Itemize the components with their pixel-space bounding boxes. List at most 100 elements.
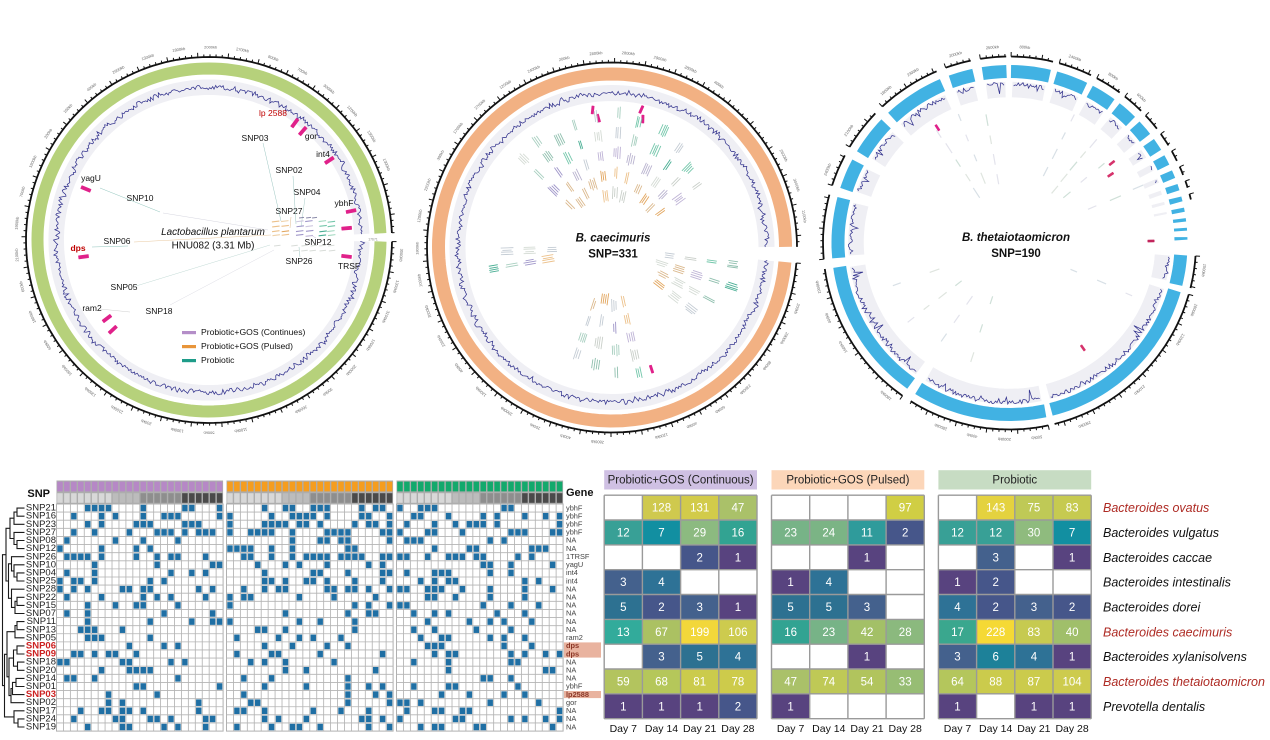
svg-text:59: 59 bbox=[617, 676, 630, 688]
svg-text:Day 14: Day 14 bbox=[979, 723, 1012, 735]
svg-text:800kb: 800kb bbox=[1019, 44, 1031, 50]
svg-text:7: 7 bbox=[1069, 527, 1075, 539]
svg-text:SNP19: SNP19 bbox=[26, 722, 56, 733]
svg-text:Bacteroides intestinalis: Bacteroides intestinalis bbox=[1103, 576, 1231, 590]
svg-text:2000kb: 2000kb bbox=[997, 437, 1011, 442]
svg-text:1: 1 bbox=[620, 701, 626, 713]
svg-text:3: 3 bbox=[1031, 602, 1037, 614]
svg-text:Bacteroides thetaiotaomicron: Bacteroides thetaiotaomicron bbox=[1103, 675, 1265, 689]
svg-text:16: 16 bbox=[784, 627, 797, 639]
svg-text:5: 5 bbox=[620, 602, 626, 614]
svg-text:Day 14: Day 14 bbox=[645, 723, 678, 735]
svg-text:Bacteroides caecimuris: Bacteroides caecimuris bbox=[1103, 625, 1232, 639]
svg-text:B. thetaiotaomicron: B. thetaiotaomicron bbox=[962, 232, 1070, 244]
svg-text:Bacteroides ovatus: Bacteroides ovatus bbox=[1103, 501, 1209, 515]
svg-text:Bacteroides caccae: Bacteroides caccae bbox=[1103, 551, 1212, 565]
svg-text:SNP05: SNP05 bbox=[111, 282, 138, 292]
svg-text:3: 3 bbox=[864, 602, 870, 614]
svg-text:2: 2 bbox=[992, 577, 998, 589]
svg-text:228: 228 bbox=[986, 627, 1005, 639]
svg-text:Day 21: Day 21 bbox=[850, 723, 883, 735]
svg-text:Day 7: Day 7 bbox=[610, 723, 638, 735]
svg-text:dps: dps bbox=[70, 243, 85, 253]
svg-text:Bacteroides vulgatus: Bacteroides vulgatus bbox=[1103, 526, 1219, 540]
svg-text:33: 33 bbox=[899, 676, 912, 688]
svg-text:104: 104 bbox=[1063, 676, 1083, 688]
svg-text:17: 17 bbox=[951, 627, 964, 639]
svg-text:SNP04: SNP04 bbox=[294, 187, 321, 197]
svg-text:1: 1 bbox=[735, 552, 741, 564]
svg-text:3: 3 bbox=[658, 652, 664, 664]
svg-text:199: 199 bbox=[690, 627, 709, 639]
svg-text:12: 12 bbox=[989, 527, 1002, 539]
svg-text:47: 47 bbox=[784, 676, 797, 688]
svg-text:1: 1 bbox=[787, 701, 793, 713]
svg-text:67: 67 bbox=[655, 627, 668, 639]
svg-text:40: 40 bbox=[1066, 627, 1079, 639]
svg-text:54: 54 bbox=[861, 676, 874, 688]
svg-text:1: 1 bbox=[954, 577, 960, 589]
svg-text:Day 7: Day 7 bbox=[944, 723, 972, 735]
svg-text:5: 5 bbox=[696, 652, 702, 664]
svg-text:28: 28 bbox=[899, 627, 912, 639]
svg-text:64: 64 bbox=[951, 676, 964, 688]
svg-text:143: 143 bbox=[986, 503, 1005, 515]
svg-text:3: 3 bbox=[696, 602, 702, 614]
svg-text:83: 83 bbox=[1028, 627, 1041, 639]
svg-text:3: 3 bbox=[620, 577, 626, 589]
svg-text:SNP=331: SNP=331 bbox=[588, 249, 638, 261]
svg-text:3000kb: 3000kb bbox=[398, 248, 404, 262]
svg-text:2: 2 bbox=[658, 602, 664, 614]
svg-text:23: 23 bbox=[822, 627, 835, 639]
svg-text:SNP10: SNP10 bbox=[127, 193, 154, 203]
svg-text:1: 1 bbox=[787, 577, 793, 589]
svg-text:12: 12 bbox=[617, 527, 630, 539]
svg-text:SNP03: SNP03 bbox=[242, 133, 269, 143]
svg-text:Probiotic: Probiotic bbox=[201, 355, 235, 365]
svg-text:87: 87 bbox=[1028, 676, 1041, 688]
svg-text:74: 74 bbox=[822, 676, 835, 688]
svg-text:24: 24 bbox=[822, 527, 835, 539]
svg-text:1: 1 bbox=[658, 701, 664, 713]
svg-text:2: 2 bbox=[1069, 602, 1075, 614]
svg-text:SNP06: SNP06 bbox=[104, 236, 131, 246]
svg-text:1: 1 bbox=[1069, 552, 1075, 564]
svg-text:2: 2 bbox=[735, 701, 741, 713]
svg-text:SNP26: SNP26 bbox=[286, 256, 313, 266]
svg-text:Probiotic+GOS (Pulsed): Probiotic+GOS (Pulsed) bbox=[786, 475, 909, 487]
svg-text:int4: int4 bbox=[316, 149, 330, 159]
svg-text:1: 1 bbox=[735, 602, 741, 614]
svg-text:29: 29 bbox=[693, 527, 706, 539]
svg-text:yagU: yagU bbox=[81, 173, 101, 183]
svg-text:Day 28: Day 28 bbox=[889, 723, 922, 735]
svg-text:SNP02: SNP02 bbox=[276, 165, 303, 175]
svg-text:12: 12 bbox=[951, 527, 964, 539]
svg-text:B. caecimuris: B. caecimuris bbox=[576, 233, 651, 245]
svg-text:5: 5 bbox=[826, 602, 832, 614]
svg-text:TRSF: TRSF bbox=[338, 261, 360, 271]
svg-text:gor: gor bbox=[305, 131, 317, 141]
svg-text:47: 47 bbox=[732, 503, 745, 515]
svg-text:106: 106 bbox=[728, 627, 747, 639]
svg-text:Day 28: Day 28 bbox=[1055, 723, 1088, 735]
svg-text:Bacteroides dorei: Bacteroides dorei bbox=[1103, 600, 1202, 614]
svg-text:Day 21: Day 21 bbox=[1017, 723, 1050, 735]
svg-text:2800kb: 2800kb bbox=[590, 439, 604, 445]
svg-text:1: 1 bbox=[1031, 701, 1037, 713]
svg-text:4: 4 bbox=[658, 577, 665, 589]
svg-text:4: 4 bbox=[954, 602, 961, 614]
svg-text:SNP12: SNP12 bbox=[305, 237, 332, 247]
svg-text:Probiotic: Probiotic bbox=[992, 475, 1037, 487]
svg-text:SNP=190: SNP=190 bbox=[991, 248, 1041, 260]
svg-text:2: 2 bbox=[902, 527, 908, 539]
svg-text:Probiotic+GOS (Continuous): Probiotic+GOS (Continuous) bbox=[608, 475, 754, 487]
svg-text:SNP: SNP bbox=[27, 488, 50, 500]
svg-text:1: 1 bbox=[864, 552, 870, 564]
svg-text:2000kb: 2000kb bbox=[204, 45, 218, 50]
svg-text:2: 2 bbox=[696, 552, 702, 564]
svg-text:17671: 17671 bbox=[368, 238, 378, 242]
svg-text:NA: NA bbox=[566, 722, 576, 731]
svg-text:42: 42 bbox=[861, 627, 874, 639]
svg-text:Day 14: Day 14 bbox=[812, 723, 845, 735]
svg-text:Day 7: Day 7 bbox=[777, 723, 805, 735]
